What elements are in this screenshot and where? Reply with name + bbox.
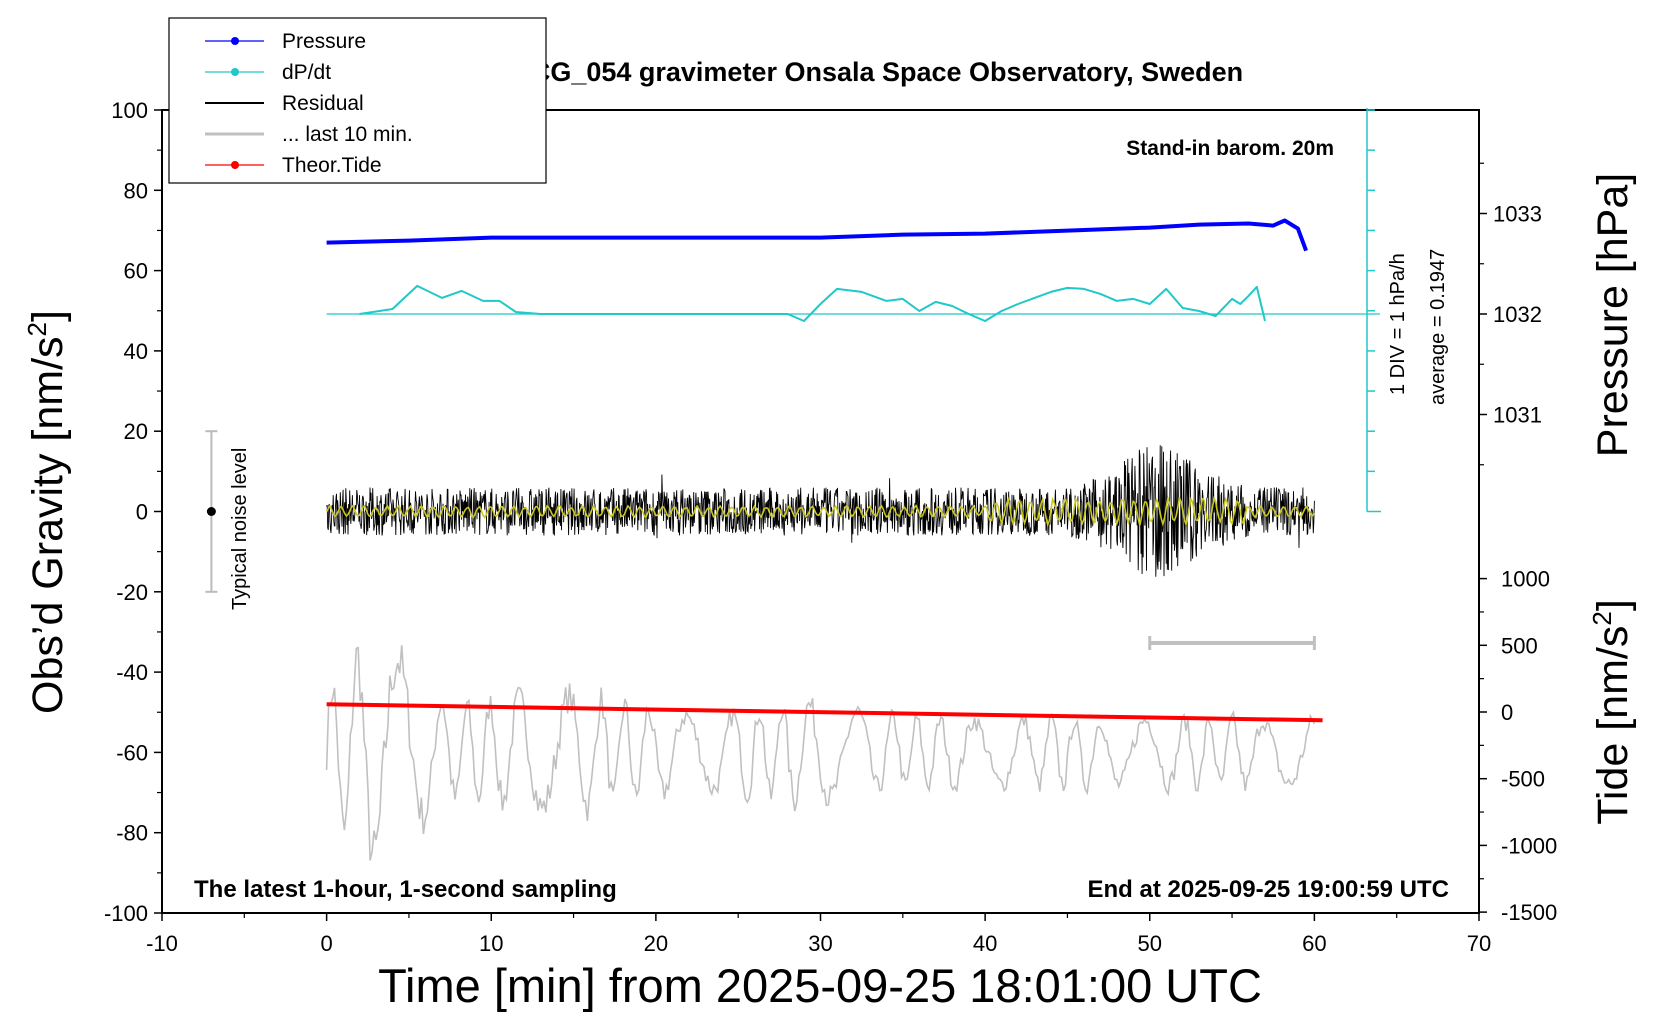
bottom-right-note: End at 2025-09-25 19:00:59 UTC xyxy=(1088,876,1450,903)
x-tick-label: 70 xyxy=(1467,931,1491,956)
y-tide-tick-label: 500 xyxy=(1501,633,1538,658)
legend-entries: Pressure dP/dt Residual ... last 10 min. The… xyxy=(205,30,413,177)
y-left-title-sup: 2 xyxy=(22,322,52,336)
y-tide-tick-label: -500 xyxy=(1501,767,1545,792)
tick-labels: -10 0 10 20 30 40 50 60 70100806040200-20-40-60-… xyxy=(104,98,1557,956)
y-left-axis-title: Obs’d Gravity [nm/s2] xyxy=(22,310,72,714)
y-tide-tick-label: -1500 xyxy=(1501,900,1557,925)
y-tide-tick-label: -1000 xyxy=(1501,833,1557,858)
series-dpdt xyxy=(359,284,1266,322)
y-left-tick-label: -100 xyxy=(104,901,148,926)
bottom-left-note: The latest 1-hour, 1-second sampling xyxy=(194,876,617,903)
noise-label: Typical noise level xyxy=(229,448,251,610)
y-left-tick-label: -60 xyxy=(116,740,148,765)
x-tick-label: 30 xyxy=(808,931,832,956)
legend-marker xyxy=(231,68,239,76)
chart-title: SCG_054 gravimeter Onsala Space Observat… xyxy=(513,57,1243,87)
y-right-tide-title: Tide [nm/s2] xyxy=(1587,599,1637,825)
legend-label: ... last 10 min. xyxy=(282,123,413,146)
y-left-tick-label: -40 xyxy=(116,660,148,685)
legend: Pressure dP/dt Residual ... last 10 min. The… xyxy=(168,17,547,184)
series-pressure xyxy=(326,218,1308,252)
y-left-tick-label: 0 xyxy=(136,500,148,525)
legend-label: dP/dt xyxy=(282,61,331,84)
y-left-title-main: Obs’d Gravity [nm/s xyxy=(24,336,72,714)
series-residual xyxy=(326,445,1315,577)
legend-label: Residual xyxy=(282,92,364,115)
x-tick-label: 20 xyxy=(644,931,668,956)
axis-ticks xyxy=(154,109,1487,921)
dpdt-average-label: average = 0.1947 xyxy=(1427,249,1449,405)
y-tide-tick-label: 1000 xyxy=(1501,567,1550,592)
y-left-tick-label: 40 xyxy=(124,339,148,364)
y-left-tick-label: 20 xyxy=(124,419,148,444)
series-layer xyxy=(205,108,1381,861)
series-last-10-min xyxy=(325,645,1316,861)
dpdt-scale-label: 1 DIV = 1 hPa/h xyxy=(1387,253,1409,395)
y-pressure-tick-label: 1033 xyxy=(1493,202,1542,227)
legend-box xyxy=(168,17,547,184)
x-axis-title: Time [min] from 2025-09-25 18:01:00 UTC xyxy=(378,959,1262,1012)
noise-level-dot xyxy=(206,507,216,516)
series-residual-smoothed xyxy=(325,495,1316,528)
x-tick-label: 50 xyxy=(1138,931,1162,956)
x-tick-label: -10 xyxy=(146,931,178,956)
x-tick-label: 60 xyxy=(1302,931,1326,956)
barometer-label: Stand-in barom. 20m xyxy=(1126,137,1334,160)
y-tide-tick-label: 0 xyxy=(1501,700,1513,725)
series-theor-tide xyxy=(326,702,1323,723)
legend-marker xyxy=(231,161,239,169)
x-tick-label: 0 xyxy=(321,931,333,956)
x-tick-label: 10 xyxy=(479,931,503,956)
y-left-title-end: ] xyxy=(24,310,72,322)
y-left-tick-label: -20 xyxy=(116,580,148,605)
legend-marker xyxy=(231,37,239,45)
y-left-tick-label: 80 xyxy=(124,178,148,203)
y-left-tick-label: 100 xyxy=(111,98,148,123)
y-right-pressure-title: Pressure [hPa] xyxy=(1589,173,1637,457)
y-pressure-tick-label: 1031 xyxy=(1493,403,1542,428)
y-left-tick-label: 60 xyxy=(124,259,148,284)
y-pressure-tick-label: 1032 xyxy=(1493,302,1542,327)
y-right-tide-title-sup: 2 xyxy=(1587,611,1617,625)
x-tick-label: 40 xyxy=(973,931,997,956)
y-left-tick-label: -80 xyxy=(116,821,148,846)
legend-label: Pressure xyxy=(282,30,366,53)
y-right-tide-title-main: Tide [nm/s xyxy=(1589,626,1637,825)
y-right-tide-title-end: ] xyxy=(1589,599,1637,611)
legend-label: Theor.Tide xyxy=(282,154,382,177)
